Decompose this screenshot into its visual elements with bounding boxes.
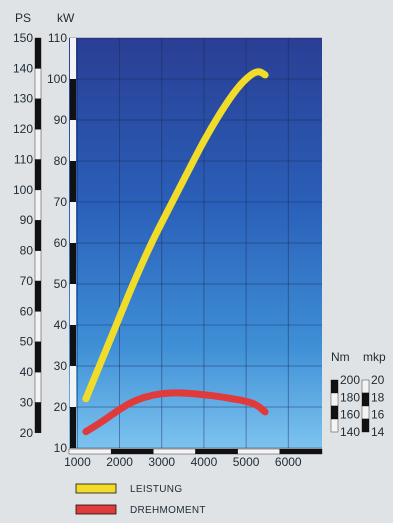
rpm-scale-segment [237, 448, 281, 455]
kw-tick-label: 90 [54, 113, 68, 127]
rpm-tick-label: 6000 [275, 455, 302, 469]
kw-tick-label: 60 [54, 236, 68, 250]
kw-tick-label: 20 [54, 400, 68, 414]
rpm-scale-segment [195, 448, 238, 455]
rpm-scale-segment [153, 448, 196, 455]
scales [34, 37, 370, 455]
mkp-tick-label: 20 [371, 373, 385, 387]
ps-scale-segment [34, 280, 42, 312]
kw-scale-segment [70, 284, 76, 325]
ps-scale-segment [34, 371, 42, 403]
labels: 10 20 30 40 50 60 70 80 90 100 110 20 30 40 50 60 70 80 90… [13, 11, 386, 469]
ps-scale-segment [34, 159, 42, 191]
mkp-scale-segment [361, 392, 370, 407]
rpm-scale-segment [68, 448, 112, 455]
ps-tick-label: 110 [14, 152, 33, 166]
ps-scale-segment [34, 37, 42, 69]
nm-tick-label: 160 [340, 408, 360, 422]
ps-scale-segment [34, 189, 42, 221]
ps-tick-label: 60 [20, 304, 34, 318]
ps-tick-label: 80 [20, 244, 34, 258]
ps-tick-label: 140 [13, 61, 33, 75]
rpm-tick-label: 5000 [233, 455, 260, 469]
mkp-tick-label: 14 [371, 425, 385, 439]
kw-tick-label: 80 [54, 154, 68, 168]
legend: LEISTUNG DREHMOMENT [75, 483, 206, 516]
rpm-scale-segment [279, 448, 323, 455]
nm-tick-label: 140 [340, 425, 360, 439]
kw-scale-segment [70, 161, 76, 202]
ps-tick-label: 90 [20, 213, 34, 227]
ps-scale-segment [34, 98, 42, 130]
ps-tick-label: 150 [13, 31, 33, 45]
ps-tick-label: 20 [20, 426, 34, 440]
ps-scale-segment [34, 68, 42, 99]
ps-scale-segment [34, 128, 42, 160]
mkp-scale-segment [361, 379, 370, 394]
nm-scale-segment [330, 392, 339, 407]
kw-scale-segment [70, 325, 76, 366]
rpm-tick-label: 3000 [148, 455, 175, 469]
ps-tick-label: 70 [20, 274, 34, 288]
legend-label-leistung: LEISTUNG [130, 484, 182, 495]
grid [69, 37, 322, 449]
nm-scale-segment [330, 405, 339, 420]
ps-tick-label: 30 [20, 395, 34, 409]
kw-scale-segment [70, 202, 76, 243]
legend-swatch-leistung [75, 483, 117, 494]
kw-tick-label: 70 [54, 195, 68, 209]
nm-scale-segment [330, 379, 339, 394]
ps-scale-segment [34, 402, 42, 434]
legend-label-drehmoment: DREHMOMENT [130, 505, 206, 516]
series-leistung [82, 68, 269, 403]
rpm-scale-segment [110, 448, 154, 455]
kw-scale-segment [70, 79, 76, 120]
ps-scale-segment [34, 220, 42, 251]
kw-axis-label: kW [57, 11, 75, 25]
kw-scale-segment [70, 120, 76, 161]
kw-tick-label: 110 [48, 31, 67, 45]
mkp-scale-segment [361, 405, 370, 420]
ps-scale-segment [34, 311, 42, 342]
ps-axis-label: PS [15, 11, 31, 25]
mkp-tick-label: 18 [371, 390, 385, 404]
kw-tick-label: 30 [54, 359, 68, 373]
nm-tick-label: 200 [340, 373, 360, 387]
rpm-tick-label: 2000 [106, 455, 133, 469]
series-drehmoment [82, 389, 269, 436]
kw-tick-label: 40 [54, 318, 68, 332]
nm-scale-segment [330, 418, 339, 433]
series [82, 68, 269, 436]
kw-tick-label: 100 [47, 72, 67, 86]
ps-scale-segment [34, 341, 42, 373]
nm-axis-label: Nm [331, 350, 350, 364]
kw-tick-label: 10 [54, 441, 68, 455]
ps-tick-label: 120 [13, 122, 33, 136]
mkp-scale-segment [361, 418, 370, 433]
rpm-tick-label: 4000 [191, 455, 218, 469]
kw-scale-segment [70, 366, 76, 407]
kw-scale-segment [70, 407, 76, 448]
kw-scale-segment [70, 38, 76, 79]
ps-tick-label: 130 [13, 92, 33, 106]
ps-tick-label: 40 [20, 365, 34, 379]
kw-scale-segment [70, 243, 76, 284]
ps-tick-label: 100 [13, 183, 33, 197]
rpm-tick-label: 1000 [64, 455, 91, 469]
ps-tick-label: 50 [20, 335, 34, 349]
legend-swatch-drehmoment [75, 504, 117, 515]
nm-tick-label: 180 [340, 390, 360, 404]
ps-scale-segment [34, 250, 42, 282]
mkp-axis-label: mkp [363, 350, 386, 364]
mkp-tick-label: 16 [371, 408, 385, 422]
kw-tick-label: 50 [54, 277, 68, 291]
